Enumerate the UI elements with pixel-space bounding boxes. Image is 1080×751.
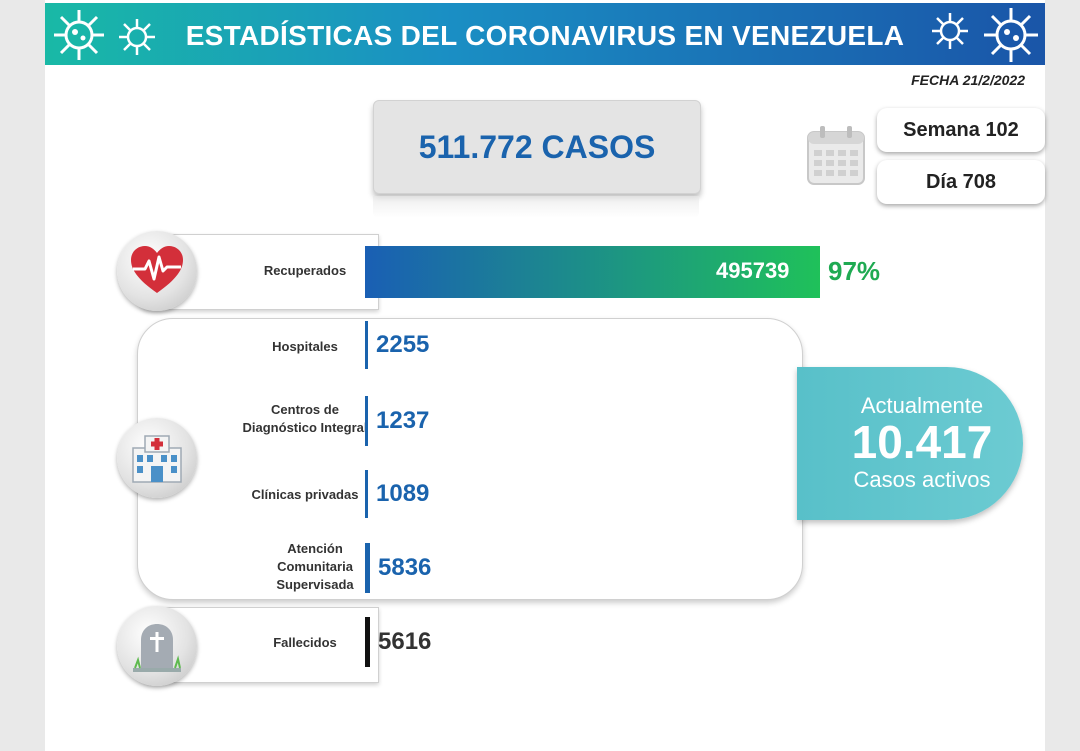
active-cases-caption-top: Actualmente [860,393,984,418]
total-cases-reflection [373,196,699,218]
value-cdi: 1237 [376,407,430,434]
value-hospitals: 2255 [376,331,430,358]
value-community: 5836 [378,554,432,581]
page-title: ESTADÍSTICAS DEL CORONAVIRUS EN VENEZUEL… [185,20,905,51]
bar-deaths [365,617,370,667]
hospitalized-group-box [137,318,803,600]
bar-cdi [365,396,368,446]
active-cases-value: 10.417 [851,416,993,468]
virus-icon [984,8,1038,62]
deaths-label: Fallecidos [273,635,337,650]
bar-community [365,543,370,593]
clinics-label: Clínicas privadas [251,487,359,502]
bar-hospitals [365,321,368,369]
calendar-icon [807,126,865,185]
day-badge: Día 708 [877,160,1045,204]
total-cases-box: 511.772 CASOS [373,100,701,194]
week-badge: Semana 102 [877,108,1045,152]
cdi-label: Centros de Diagnóstico Integral [242,402,368,435]
hospitals-label: Hospitales [272,339,338,354]
hospital-icon-circle [117,418,197,498]
value-deaths: 5616 [378,628,432,655]
report-date: FECHA 21/2/2022 [911,72,1025,88]
active-cases-box: Actualmente 10.417 Casos activos [797,367,1023,520]
recovered-percent: 97% [828,256,881,286]
active-cases-caption-bottom: Casos activos [853,467,991,492]
community-label: Atención Comunitaria Supervisada [276,541,354,592]
heart-icon [131,246,183,293]
recovered-icon-circle [117,231,197,311]
infographic-page: ESTADÍSTICAS DEL CORONAVIRUS EN VENEZUEL… [45,0,1045,751]
recovered-label: Recuperados [263,263,347,278]
header-banner: ESTADÍSTICAS DEL CORONAVIRUS EN VENEZUEL… [45,3,1045,65]
bar-recovered [365,246,820,298]
tombstone-icon [133,624,181,672]
deaths-icon-circle [117,606,197,686]
total-cases-value: 511.772 CASOS [418,129,656,165]
virus-icon [932,13,968,49]
value-clinics: 1089 [376,480,430,507]
hospital-icon [132,435,182,483]
value-recovered: 495739 [716,258,790,283]
bar-clinics [365,470,368,518]
virus-icon [54,10,104,60]
virus-icon [119,19,155,55]
